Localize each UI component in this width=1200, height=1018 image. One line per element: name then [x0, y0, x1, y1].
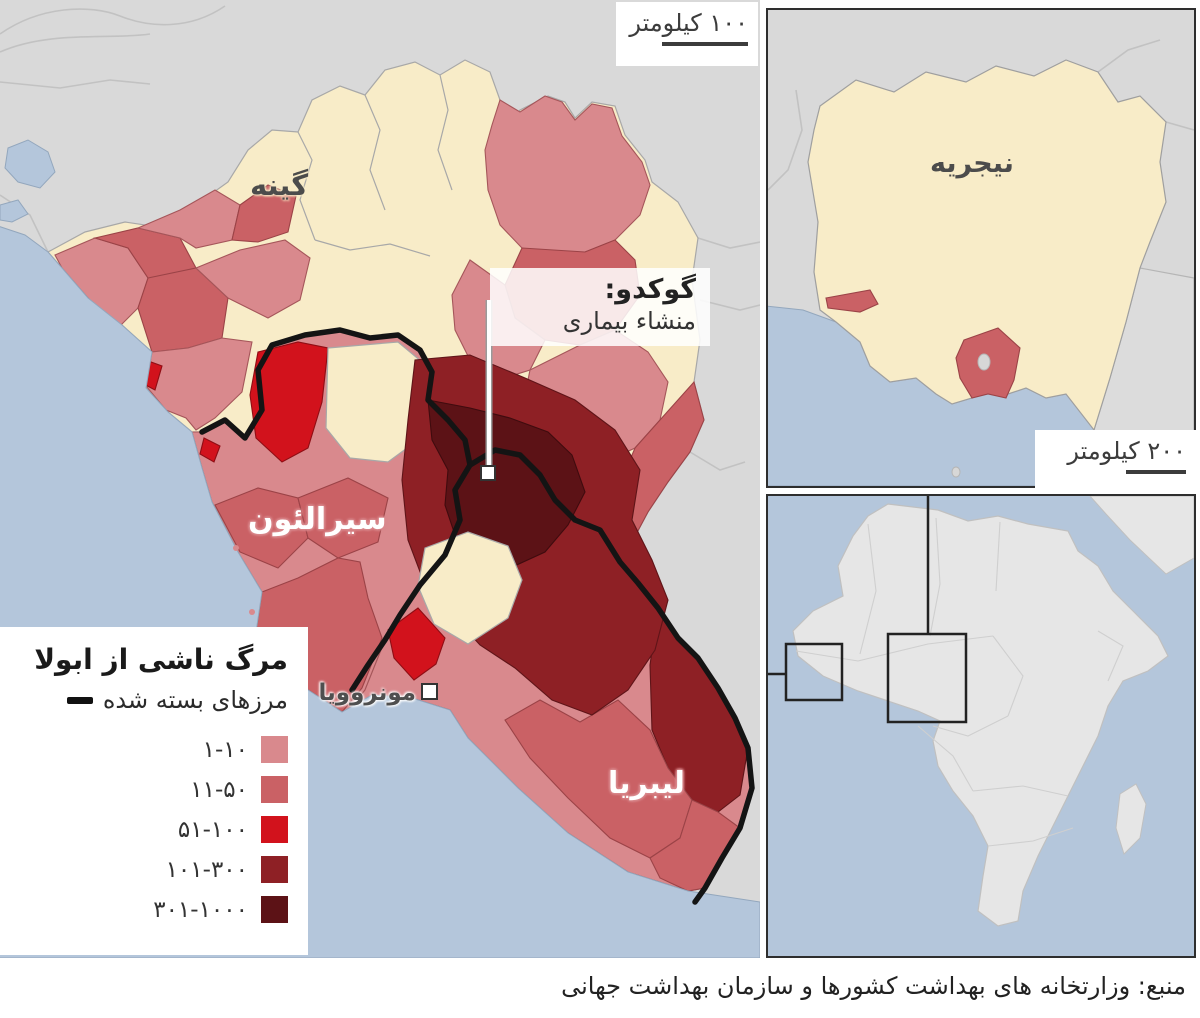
callout-title: گوکدو: [604, 274, 696, 305]
legend-range-2: ۱۱-۵۰ [190, 776, 248, 803]
legend-row: ۱-۱۰ [0, 736, 288, 763]
main-map-panel: گینه سیرالئون لیبریا مونروویا ۱۰۰ کیلومت… [0, 0, 760, 958]
callout-subtitle: منشاء بیماری [562, 307, 696, 336]
legend-title: مرگ ناشی از ابولا [34, 643, 288, 676]
scale-bar-200km: ۲۰۰ کیلومتر [1035, 430, 1196, 488]
nigeria-locator-box [886, 632, 968, 724]
legend-swatch-1 [261, 736, 288, 763]
legend-swatch-5 [261, 896, 288, 923]
legend-swatch-4 [261, 856, 288, 883]
nigeria-inset-svg [768, 10, 1194, 486]
scale-100km-label: ۱۰۰ کیلومتر [629, 9, 748, 37]
closed-border-liberia-east [467, 447, 755, 905]
legend-range-5: ۳۰۱-۱۰۰۰ [153, 896, 248, 923]
legend: مرگ ناشی از ابولا مرزهای بسته شده ۱-۱۰ ۱… [0, 627, 308, 955]
africa-locator-map [766, 494, 1196, 958]
scale-200km-label: ۲۰۰ کیلومتر [1067, 437, 1186, 465]
legend-swatch-2 [261, 776, 288, 803]
legend-range-4: ۱۰۱-۳۰۰ [165, 856, 248, 883]
legend-row: ۱۱-۵۰ [0, 776, 288, 803]
gueckedou-callout: گوکدو: منشاء بیماری [490, 268, 710, 346]
gueckedou-marker [480, 465, 496, 481]
legend-range-3: ۵۱-۱۰۰ [177, 816, 248, 843]
scale-200km-bar [1126, 470, 1186, 474]
legend-closed-borders: مرزهای بسته شده [0, 686, 288, 714]
legend-row: ۳۰۱-۱۰۰۰ [0, 896, 288, 923]
scale-bar-100km: ۱۰۰ کیلومتر [616, 2, 758, 66]
source-strip: منبع: وزارتخانه های بهداشت کشورها و سازم… [0, 958, 1200, 1018]
monrovia-marker [421, 683, 438, 700]
scale-100km-bar [662, 42, 748, 46]
closed-border-line-icon [66, 696, 93, 704]
closed-borders-label: مرزهای بسته شده [102, 686, 288, 714]
legend-row: ۵۱-۱۰۰ [0, 816, 288, 843]
closed-border-sierraleone-liberia [349, 462, 473, 693]
africa-locator-svg [768, 496, 1194, 956]
legend-row: ۱۰۱-۳۰۰ [0, 856, 288, 883]
closed-border-guinea-sierraleone [199, 327, 473, 468]
legend-range-1: ۱-۱۰ [202, 736, 248, 763]
source-text: منبع: وزارتخانه های بهداشت کشورها و سازم… [561, 972, 1186, 1000]
west-africa-locator-box [784, 642, 844, 702]
nigeria-inset-map: نیجریه [766, 8, 1196, 488]
legend-swatch-3 [261, 816, 288, 843]
